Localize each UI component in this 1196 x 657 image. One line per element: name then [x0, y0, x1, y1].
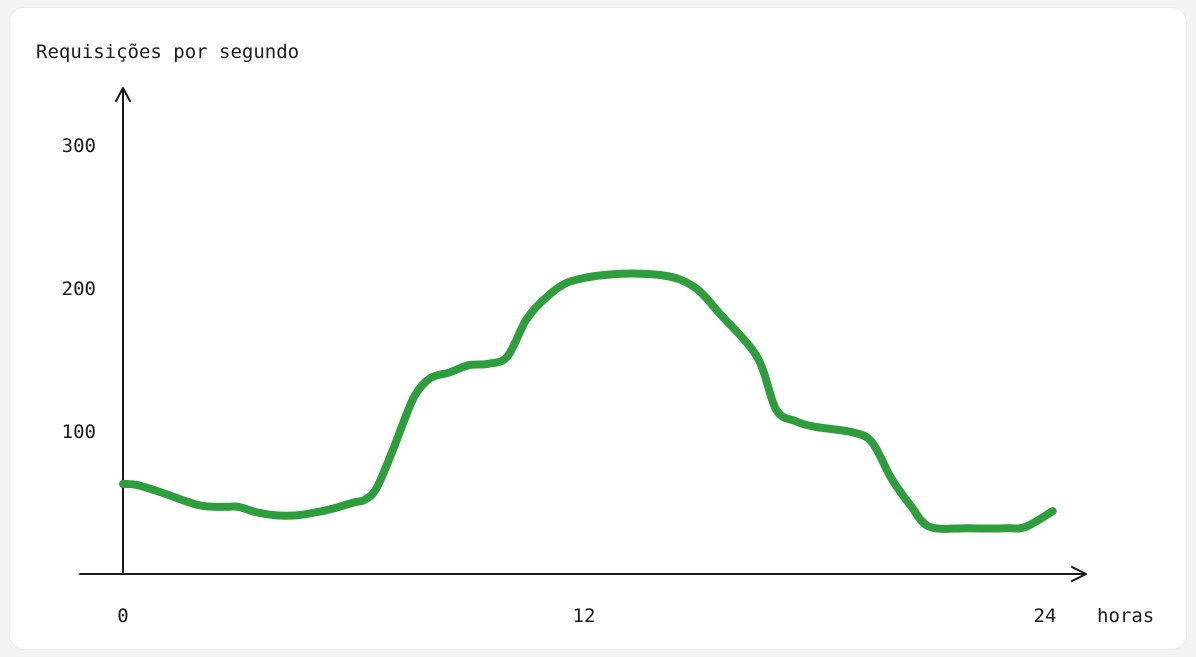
- x-tick-label: 0: [117, 605, 128, 627]
- x-axis-arrow: [1071, 566, 1087, 582]
- y-tick-label: 300: [62, 135, 96, 157]
- x-tick-label: 12: [573, 605, 596, 627]
- x-axis-label: horas: [1097, 605, 1154, 627]
- y-tick-label: 200: [62, 278, 96, 300]
- y-tick-label: 100: [62, 421, 96, 443]
- series-line: [119, 269, 1057, 533]
- chart-card: [10, 8, 1186, 649]
- y-axis-arrow: [115, 87, 131, 102]
- y-axis-label: Requisições por segundo: [36, 41, 299, 63]
- x-tick-label: 24: [1034, 605, 1057, 627]
